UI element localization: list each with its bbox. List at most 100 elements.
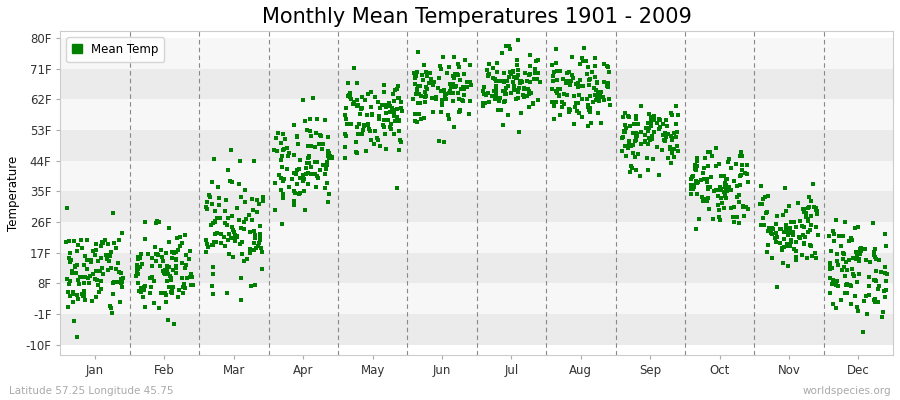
Point — [545, 98, 560, 105]
Point — [718, 195, 733, 202]
Point — [596, 94, 610, 100]
Point — [238, 199, 252, 206]
Point — [302, 160, 316, 166]
Point — [354, 106, 368, 113]
Point — [652, 124, 667, 130]
Point — [717, 184, 732, 190]
Point — [102, 252, 116, 258]
Point — [709, 186, 724, 193]
Point — [138, 287, 152, 294]
Point — [859, 292, 873, 299]
Point — [217, 234, 231, 240]
Point — [520, 86, 535, 92]
Point — [787, 231, 801, 238]
Point — [849, 256, 863, 262]
Point — [393, 105, 408, 111]
Point — [669, 120, 683, 127]
Point — [792, 234, 806, 240]
Point — [770, 284, 785, 290]
Point — [805, 253, 819, 259]
Point — [711, 202, 725, 208]
Point — [684, 176, 698, 182]
Point — [670, 148, 685, 154]
Point — [101, 241, 115, 248]
Point — [162, 225, 176, 232]
Point — [104, 304, 118, 311]
Point — [107, 240, 122, 246]
Point — [239, 256, 254, 262]
Point — [859, 246, 873, 252]
Point — [185, 282, 200, 288]
Point — [350, 79, 365, 86]
Point — [493, 78, 508, 84]
Point — [232, 181, 247, 187]
Point — [823, 262, 837, 268]
Point — [387, 110, 401, 116]
Point — [523, 78, 537, 85]
Point — [460, 84, 474, 90]
Point — [355, 130, 369, 137]
Point — [617, 109, 632, 116]
Point — [139, 236, 153, 242]
Point — [232, 217, 247, 223]
Point — [391, 83, 405, 89]
Point — [652, 116, 666, 122]
Point — [292, 191, 306, 198]
Point — [431, 85, 446, 91]
Point — [200, 206, 214, 213]
Point — [158, 299, 173, 306]
Point — [182, 256, 196, 262]
Point — [296, 188, 310, 194]
Point — [463, 78, 477, 85]
Point — [567, 121, 581, 128]
Point — [526, 100, 540, 107]
Point — [94, 254, 108, 261]
Point — [248, 232, 262, 238]
Point — [485, 93, 500, 99]
Point — [130, 270, 145, 276]
Point — [617, 127, 632, 134]
Point — [777, 236, 791, 242]
Point — [590, 79, 604, 85]
Point — [214, 231, 229, 238]
Point — [287, 202, 302, 208]
Point — [559, 80, 573, 86]
Point — [830, 250, 844, 257]
Point — [546, 103, 561, 109]
Point — [753, 200, 768, 207]
Point — [392, 117, 406, 123]
Point — [109, 266, 123, 272]
Point — [296, 172, 310, 178]
Point — [600, 84, 615, 90]
Point — [769, 221, 783, 227]
Point — [644, 119, 659, 125]
Point — [345, 121, 359, 127]
Point — [580, 96, 595, 102]
Point — [499, 98, 513, 104]
Point — [286, 122, 301, 128]
Point — [95, 271, 110, 277]
Point — [523, 52, 537, 59]
Point — [303, 170, 318, 177]
Point — [298, 118, 312, 124]
Point — [547, 69, 562, 75]
Point — [778, 185, 793, 192]
Point — [252, 240, 266, 246]
Point — [80, 236, 94, 243]
Point — [89, 277, 104, 283]
Point — [228, 235, 242, 241]
Point — [410, 48, 425, 55]
Point — [671, 112, 686, 118]
Point — [566, 75, 580, 81]
Point — [726, 204, 741, 210]
Point — [451, 61, 465, 67]
Point — [443, 88, 457, 94]
Y-axis label: Temperature: Temperature — [7, 156, 20, 231]
Point — [316, 162, 330, 168]
Point — [849, 255, 863, 262]
Point — [616, 134, 630, 141]
Point — [490, 78, 504, 84]
Point — [491, 98, 506, 104]
Point — [309, 130, 323, 136]
Point — [842, 256, 856, 263]
